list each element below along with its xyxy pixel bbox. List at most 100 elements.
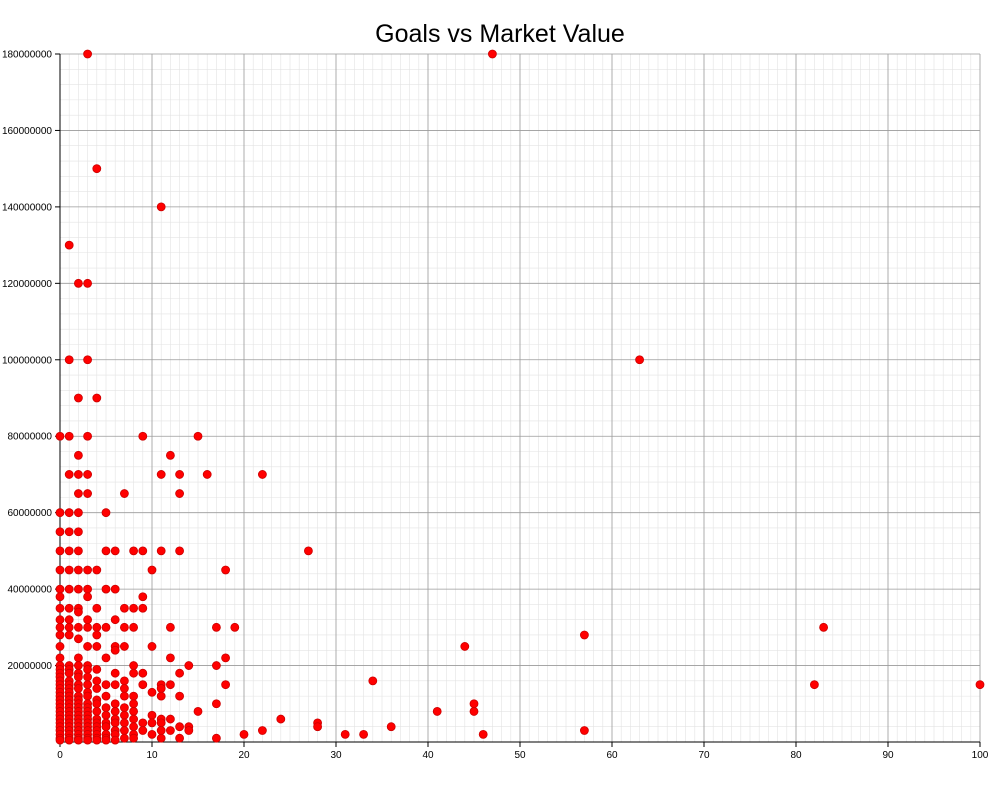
data-point	[64, 565, 74, 575]
y-tick-label: 60000000	[8, 508, 53, 519]
x-tick-label: 60	[606, 750, 618, 761]
data-point	[156, 726, 166, 735]
data-point	[101, 622, 111, 632]
data-point	[101, 703, 111, 712]
data-point	[64, 470, 74, 479]
y-tick-label: 140000000	[2, 202, 52, 213]
data-point	[110, 668, 120, 678]
data-point	[165, 726, 175, 735]
data-point	[211, 622, 221, 632]
data-point	[64, 546, 74, 556]
data-point	[147, 565, 157, 575]
data-point	[101, 680, 111, 690]
data-point	[184, 726, 194, 735]
y-tick-label: 100000000	[2, 355, 52, 366]
data-point	[138, 680, 148, 690]
data-point	[83, 622, 92, 632]
data-point	[64, 630, 74, 640]
data-point	[138, 718, 148, 728]
data-point	[120, 710, 129, 720]
data-point	[55, 584, 65, 594]
data-point	[83, 691, 92, 701]
data-point	[156, 733, 166, 743]
data-point	[110, 584, 120, 594]
data-point	[175, 470, 185, 479]
data-point	[92, 699, 102, 709]
data-point	[83, 642, 92, 651]
data-point	[276, 714, 286, 724]
data-point	[74, 584, 83, 594]
data-point	[83, 664, 92, 674]
data-point	[156, 546, 166, 556]
data-point	[55, 653, 65, 663]
data-point	[74, 661, 83, 670]
data-point	[580, 726, 589, 735]
data-point	[110, 615, 120, 625]
data-point	[92, 164, 102, 174]
data-point	[55, 622, 65, 632]
data-points	[55, 49, 985, 745]
data-point	[110, 735, 120, 745]
data-point	[175, 722, 185, 732]
data-point	[83, 431, 92, 441]
data-point	[74, 653, 83, 663]
data-point	[110, 699, 120, 709]
y-tick-label: 120000000	[2, 279, 52, 290]
data-point	[156, 718, 166, 728]
data-point	[101, 735, 111, 745]
data-point	[129, 691, 139, 701]
data-point	[55, 565, 65, 575]
data-point	[156, 470, 166, 479]
y-tick-label: 160000000	[2, 126, 52, 137]
data-point	[156, 691, 166, 701]
data-point	[257, 726, 267, 735]
data-point	[303, 546, 313, 556]
data-point	[230, 622, 240, 632]
data-point	[165, 653, 175, 663]
x-tick-label: 80	[790, 750, 802, 761]
data-point	[120, 489, 129, 498]
data-point	[138, 668, 148, 678]
major-grid	[59, 53, 981, 742]
data-point	[55, 592, 65, 602]
data-point	[211, 733, 221, 743]
data-point	[184, 661, 194, 670]
data-point	[101, 722, 111, 732]
data-point	[211, 699, 221, 709]
data-point	[74, 450, 83, 460]
data-point	[313, 722, 323, 732]
data-point	[110, 707, 120, 716]
data-point	[110, 546, 120, 556]
data-point	[101, 691, 111, 701]
data-point	[74, 634, 83, 644]
data-point	[138, 592, 148, 602]
data-point	[74, 508, 83, 518]
data-point	[129, 661, 139, 670]
y-tick-label: 80000000	[8, 432, 53, 443]
data-point	[120, 726, 129, 735]
data-point	[165, 680, 175, 690]
data-point	[101, 710, 111, 720]
data-point	[120, 603, 129, 613]
data-point	[83, 355, 92, 365]
data-point	[129, 622, 139, 632]
data-point	[202, 470, 212, 479]
data-point	[64, 668, 74, 678]
data-point	[221, 653, 231, 663]
data-point	[469, 707, 479, 716]
data-point	[120, 733, 129, 743]
data-point	[74, 278, 83, 288]
data-point	[92, 642, 102, 651]
data-point	[64, 735, 74, 745]
data-point	[92, 664, 102, 674]
data-point	[101, 653, 111, 663]
data-point	[74, 607, 83, 617]
data-point	[64, 603, 74, 613]
data-point	[101, 508, 111, 518]
data-point	[147, 687, 157, 697]
y-axis-ticks: 20000000 40000000 60000000 80000000 10000000…	[2, 50, 60, 672]
x-tick-label: 40	[422, 750, 434, 761]
data-point	[92, 707, 102, 716]
x-tick-label: 0	[57, 750, 63, 761]
data-point	[129, 668, 139, 678]
